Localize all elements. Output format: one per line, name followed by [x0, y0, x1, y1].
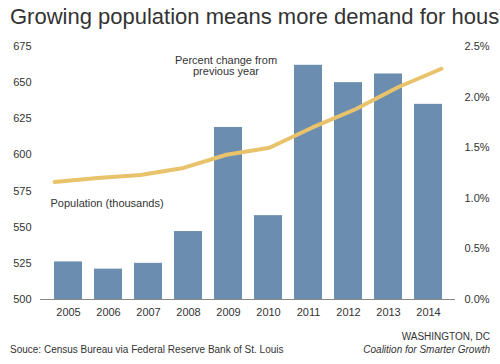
svg-text:2012: 2012: [336, 306, 360, 318]
svg-text:2.5%: 2.5%: [465, 40, 490, 52]
svg-text:0.5%: 0.5%: [465, 242, 490, 254]
svg-text:550: 550: [13, 221, 31, 233]
html-text:Coalition for Smarter Growth: Coalition for Smarter Growth: [363, 344, 490, 355]
svg-text:1.0%: 1.0%: [465, 192, 490, 204]
svg-text:675: 675: [13, 40, 31, 52]
svg-text:0.0%: 0.0%: [465, 293, 490, 305]
svg-text:2011: 2011: [297, 306, 321, 318]
svg-text:600: 600: [13, 148, 31, 160]
svg-text:1.5%: 1.5%: [465, 141, 490, 153]
svg-text:Percent change fromprevious ye: Percent change fromprevious year: [175, 54, 277, 77]
svg-text:500: 500: [13, 293, 31, 305]
svg-text:Population (thousands): Population (thousands): [51, 197, 164, 209]
html-text:WASHINGTON, DC: WASHINGTON, DC: [401, 331, 490, 342]
svg-text:2009: 2009: [216, 306, 240, 318]
svg-text:2013: 2013: [376, 306, 400, 318]
svg-text:2.0%: 2.0%: [465, 91, 490, 103]
svg-text:575: 575: [13, 185, 31, 197]
svg-text:2010: 2010: [256, 306, 280, 318]
svg-text:2014: 2014: [416, 306, 440, 318]
svg-text:2005: 2005: [56, 306, 80, 318]
svg-text:2007: 2007: [136, 306, 160, 318]
html-text:Souce: Census Bureau via Feder: Souce: Census Bureau via Federal Reserve…: [10, 344, 284, 355]
svg-text:650: 650: [13, 76, 31, 88]
svg-text:2008: 2008: [176, 306, 200, 318]
svg-text:625: 625: [13, 112, 31, 124]
svg-text:525: 525: [13, 257, 31, 269]
svg-text:2006: 2006: [96, 306, 120, 318]
